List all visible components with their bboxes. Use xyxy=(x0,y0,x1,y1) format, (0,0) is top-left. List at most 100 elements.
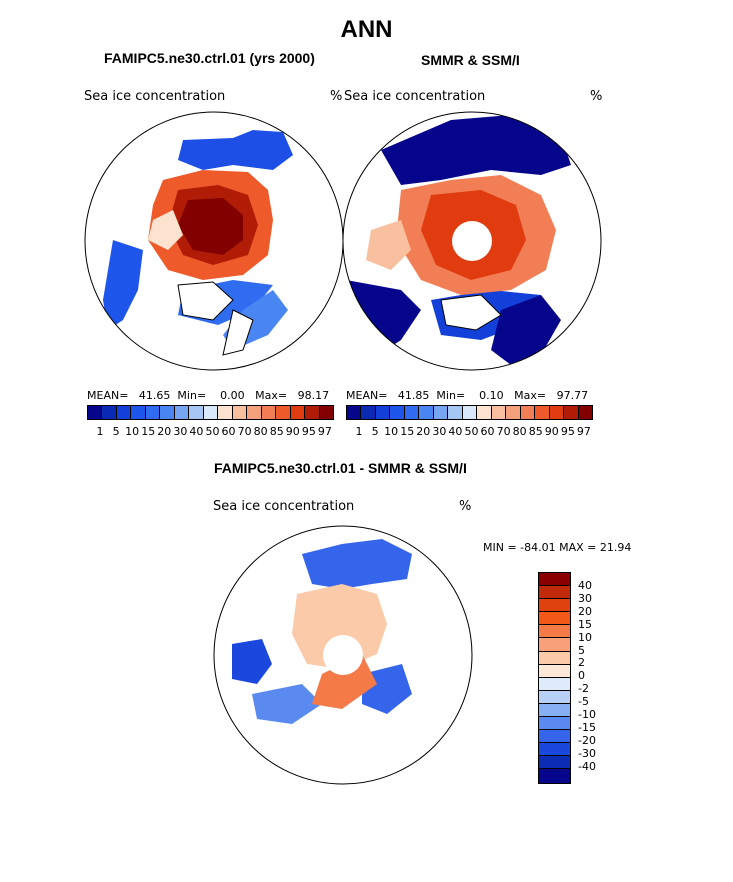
diff-colorbar-swatch xyxy=(539,690,570,704)
panel2-colorbar xyxy=(346,405,593,420)
colorbar-tick-label: 10 xyxy=(125,425,140,438)
colorbar-tick-label: 10 xyxy=(384,425,399,438)
diff-colorbar-label: -2 xyxy=(578,682,589,696)
panel1-ice-edge xyxy=(148,210,183,250)
diff-colorbar-label: 5 xyxy=(578,643,585,657)
diff-colorbar-swatch xyxy=(539,730,570,744)
colorbar-swatch xyxy=(145,406,161,419)
diff-colorbar-label: 15 xyxy=(578,617,592,631)
diff-colorbar-label: 30 xyxy=(578,591,592,605)
colorbar-tick-label: 40 xyxy=(189,425,204,438)
colorbar-tick-label: 97 xyxy=(576,425,591,438)
colorbar-tick-label: 50 xyxy=(464,425,479,438)
colorbar-swatch xyxy=(433,406,449,419)
panel2-ice-baffin xyxy=(346,280,421,360)
colorbar-swatch xyxy=(218,406,233,419)
diff-colorbar-label: -5 xyxy=(578,695,589,709)
colorbar-swatch xyxy=(261,406,277,419)
colorbar-tick-label: 85 xyxy=(528,425,543,438)
colorbar-tick-label: 5 xyxy=(371,425,379,438)
colorbar-swatch xyxy=(276,406,291,419)
colorbar-tick-label: 70 xyxy=(496,425,511,438)
colorbar-swatch xyxy=(305,406,320,419)
colorbar-tick-label: 80 xyxy=(253,425,268,438)
panel1-colorbar-ticks: 1 5 10 15 20 30 40 50 60 70 80 85 90 95 97 xyxy=(92,425,333,438)
diff-colorbar-swatch xyxy=(539,703,570,718)
colorbar-tick-label: 1 xyxy=(96,425,104,438)
diff-colorbar-swatch xyxy=(539,664,570,678)
colorbar-swatch xyxy=(578,406,592,419)
panel2-units: % xyxy=(590,89,603,104)
colorbar-swatch xyxy=(102,406,117,419)
colorbar-swatch xyxy=(520,406,536,419)
colorbar-swatch xyxy=(462,406,478,419)
diff-colorbar-label: -20 xyxy=(578,733,596,747)
diff-colorbar-label: -10 xyxy=(578,708,596,721)
panel1-land-greenland xyxy=(222,309,254,356)
panel2-ice-barents xyxy=(381,115,571,185)
colorbar-swatch xyxy=(189,406,204,419)
colorbar-tick-label: 97 xyxy=(317,425,332,438)
colorbar-tick-label: 20 xyxy=(416,425,431,438)
colorbar-swatch xyxy=(131,406,146,419)
panel2-ice-labrador xyxy=(491,295,561,365)
colorbar-swatch xyxy=(232,406,248,419)
colorbar-tick-label: 95 xyxy=(560,425,575,438)
colorbar-tick-label: 80 xyxy=(512,425,527,438)
colorbar-tick-label: 95 xyxy=(301,425,316,438)
colorbar-tick-label: 60 xyxy=(480,425,495,438)
diff-neg-baffin xyxy=(232,639,272,684)
diff-colorbar-swatch xyxy=(539,625,570,639)
diff-colorbar-swatch xyxy=(539,612,570,626)
colorbar-tick-label: 90 xyxy=(544,425,559,438)
colorbar-swatch xyxy=(491,406,507,419)
colorbar-swatch xyxy=(419,406,434,419)
diff-colorbar-label: 10 xyxy=(578,630,592,644)
panel2-pole-hole xyxy=(452,221,492,261)
diff-colorbar-label: 40 xyxy=(578,579,592,592)
colorbar-swatch xyxy=(549,406,565,419)
diff-colorbar-swatch xyxy=(539,677,570,691)
colorbar-swatch xyxy=(448,406,463,419)
colorbar-swatch xyxy=(535,406,550,419)
colorbar-swatch xyxy=(361,406,376,419)
colorbar-swatch xyxy=(203,406,219,419)
colorbar-tick-label: 15 xyxy=(141,425,156,438)
diff-colorbar-swatch xyxy=(539,586,570,600)
diff-colorbar-label: 20 xyxy=(578,604,592,618)
panel2-colorbar-ticks: 1 5 10 15 20 30 40 50 60 70 80 85 90 95 97 xyxy=(351,425,592,438)
diff-neg-labrador xyxy=(362,664,412,714)
panel1-ice-baffin xyxy=(103,240,143,330)
panel2-polar-map xyxy=(342,111,602,371)
diff-polar-map xyxy=(213,525,473,785)
diff-pos-strait xyxy=(312,654,377,709)
colorbar-tick-label: 90 xyxy=(285,425,300,438)
colorbar-swatch xyxy=(290,406,306,419)
diff-minmax: MIN = -84.01 MAX = 21.94 xyxy=(483,541,632,554)
diff-variable: Sea ice concentration xyxy=(213,499,355,514)
colorbar-swatch xyxy=(477,406,492,419)
diff-pole-hole xyxy=(323,635,363,675)
panel1-title: FAMIPC5.ne30.ctrl.01 (yrs 2000) xyxy=(104,50,315,66)
panel2-land-canada xyxy=(440,294,502,331)
diff-colorbar-swatch xyxy=(539,651,570,665)
colorbar-tick-label: 70 xyxy=(237,425,252,438)
panel1-stats: MEAN= 41.65 Min= 0.00 Max= 98.17 xyxy=(87,389,330,402)
diff-colorbar xyxy=(538,572,571,784)
colorbar-tick-label: 50 xyxy=(205,425,220,438)
diff-colorbar-swatch xyxy=(539,717,570,731)
colorbar-swatch xyxy=(404,406,420,419)
panel2-variable: Sea ice concentration xyxy=(344,89,486,104)
colorbar-tick-label: 20 xyxy=(157,425,172,438)
colorbar-swatch xyxy=(160,406,175,419)
diff-colorbar-swatch xyxy=(539,573,570,587)
colorbar-tick-label: 60 xyxy=(221,425,236,438)
colorbar-swatch xyxy=(174,406,190,419)
colorbar-tick-label: 30 xyxy=(432,425,447,438)
colorbar-tick-label: 5 xyxy=(112,425,120,438)
diff-colorbar-swatch xyxy=(539,599,570,613)
colorbar-tick-label: 85 xyxy=(269,425,284,438)
diff-title: FAMIPC5.ne30.ctrl.01 - SMMR & SSM/I xyxy=(214,460,467,476)
panel1-ice-barents xyxy=(178,130,293,170)
diff-colorbar-swatch xyxy=(539,743,570,757)
